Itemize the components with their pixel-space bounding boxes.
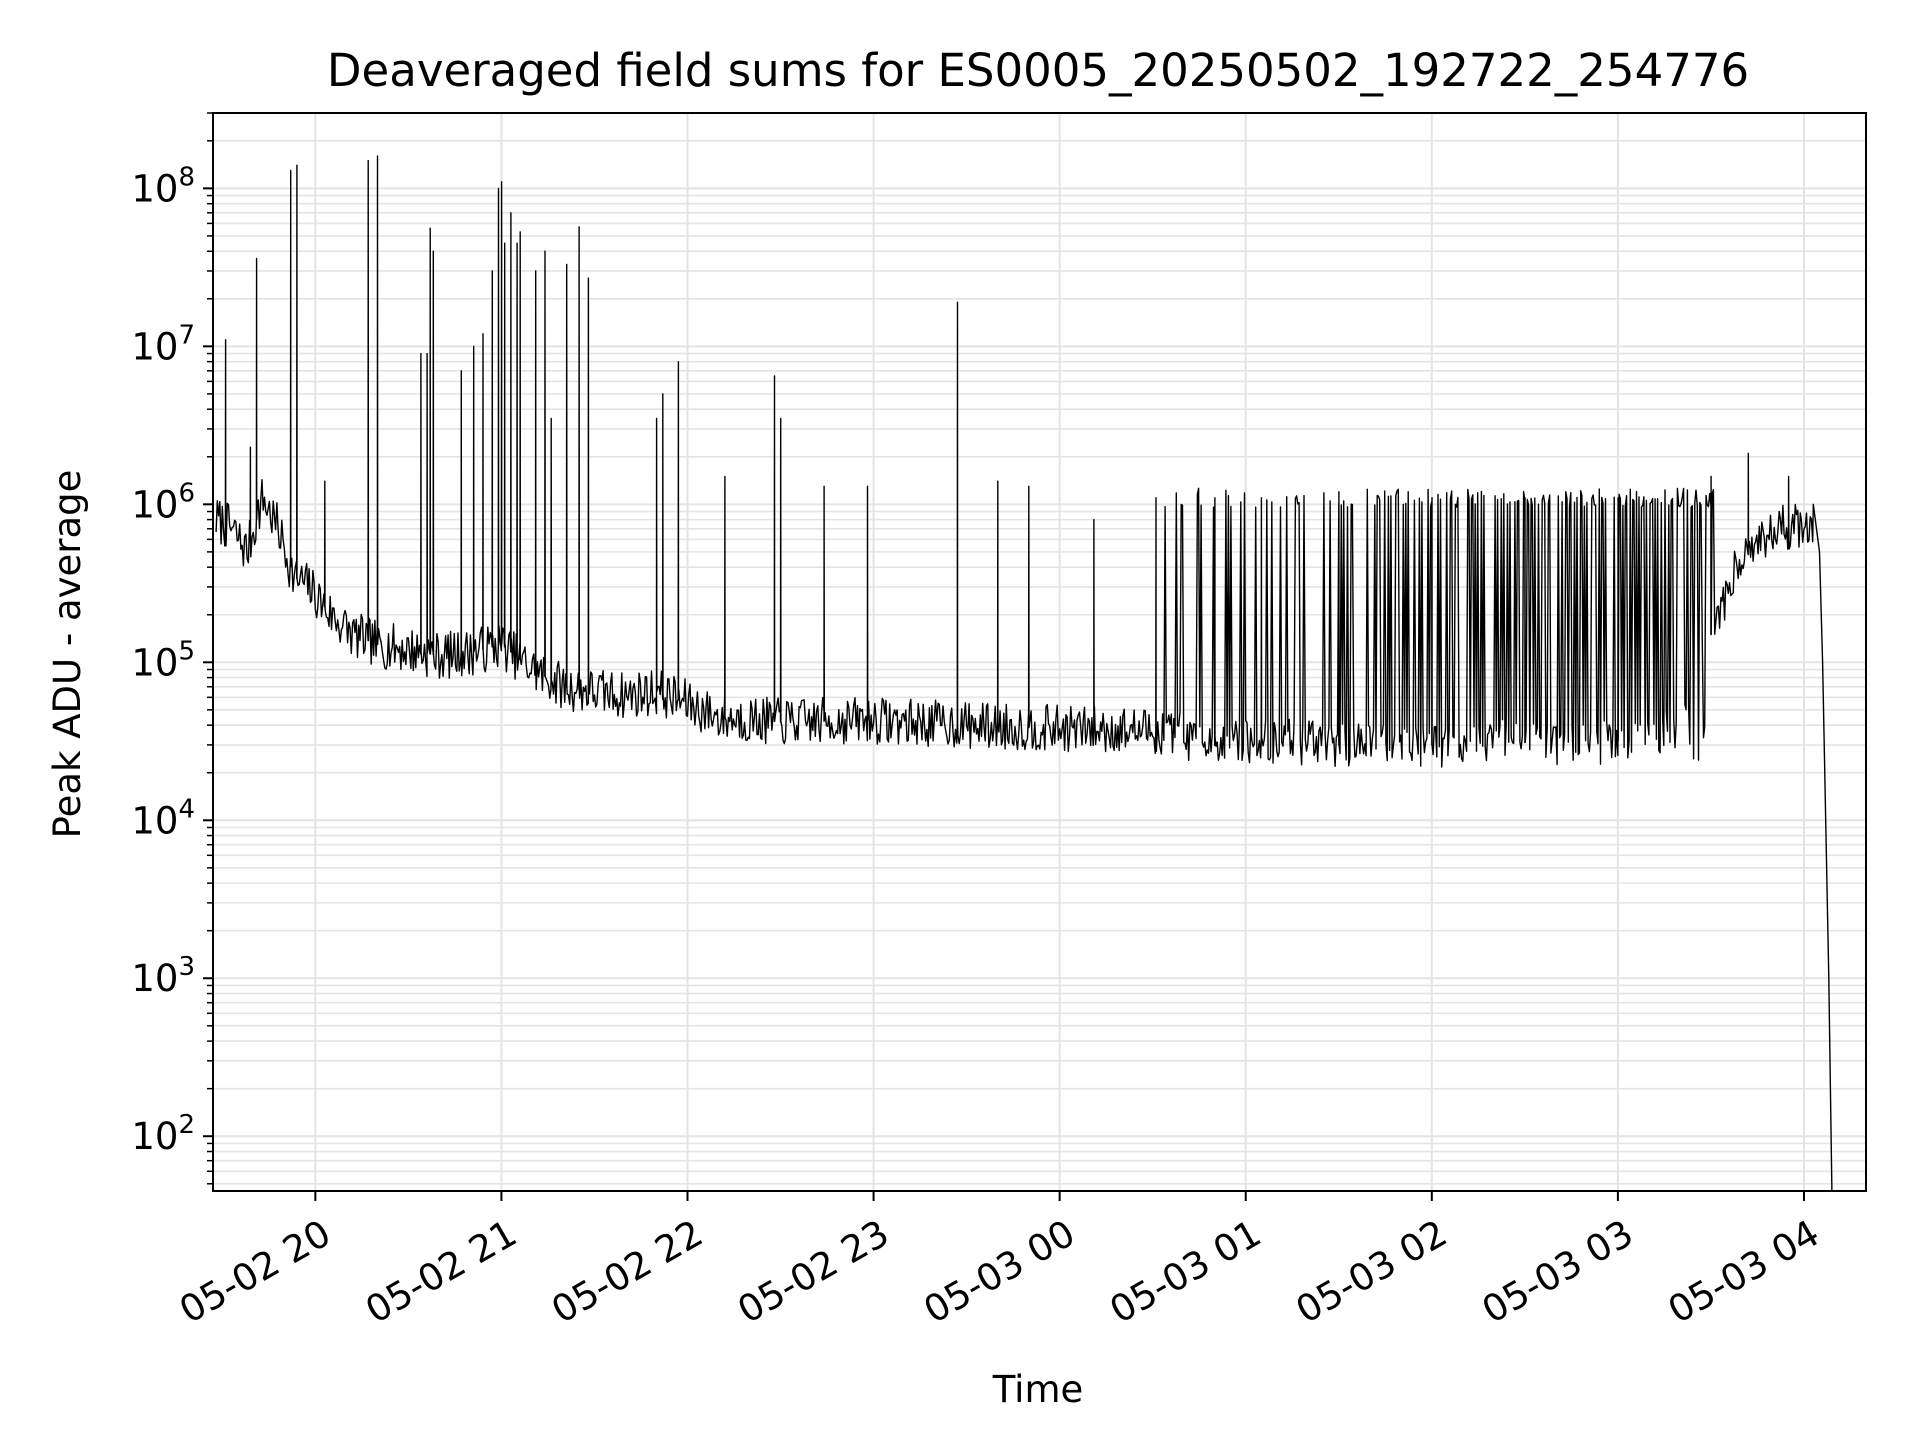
y-tick-label: 104 bbox=[131, 794, 195, 842]
y-tick-base: 10 bbox=[131, 483, 178, 526]
data-layer bbox=[215, 155, 1833, 1192]
y-tick-exponent: 2 bbox=[178, 1110, 195, 1140]
y-tick-base: 10 bbox=[131, 1115, 178, 1158]
y-tick-exponent: 5 bbox=[178, 636, 195, 666]
y-tick-label: 105 bbox=[131, 636, 195, 684]
y-tick-base: 10 bbox=[131, 167, 178, 210]
plot-frame bbox=[212, 112, 1867, 1192]
y-tick-base: 10 bbox=[131, 641, 178, 684]
series-line bbox=[215, 155, 1833, 1192]
y-tick-base: 10 bbox=[131, 957, 178, 1000]
y-tick-base: 10 bbox=[131, 325, 178, 368]
y-tick-exponent: 6 bbox=[178, 478, 195, 508]
x-axis-label: Time bbox=[992, 1368, 1084, 1411]
grid-layer bbox=[213, 112, 1866, 1191]
y-tick-label: 108 bbox=[131, 162, 195, 210]
y-tick-exponent: 8 bbox=[178, 162, 195, 192]
y-tick-label: 107 bbox=[131, 320, 195, 368]
y-tick-label: 106 bbox=[131, 478, 195, 526]
y-tick-label: 102 bbox=[131, 1110, 195, 1158]
y-tick-exponent: 3 bbox=[178, 952, 195, 982]
y-axis-label: Peak ADU - average bbox=[46, 470, 89, 839]
y-tick-label: 103 bbox=[131, 952, 195, 1000]
y-tick-exponent: 7 bbox=[178, 320, 195, 350]
y-tick-exponent: 4 bbox=[178, 794, 195, 824]
chart-title: Deaveraged field sums for ES0005_2025050… bbox=[327, 44, 1749, 97]
y-tick-base: 10 bbox=[131, 799, 178, 842]
